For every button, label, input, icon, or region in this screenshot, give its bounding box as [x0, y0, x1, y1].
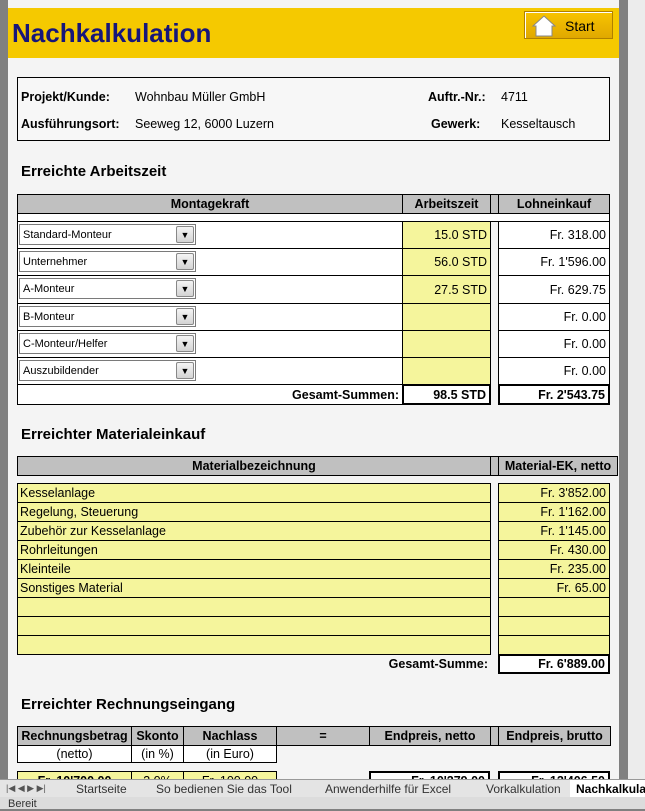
material-name-input[interactable]: Regelung, Steuerung: [17, 502, 491, 522]
header-rechnung-2: Nachlass: [183, 726, 277, 746]
nachlass-input[interactable]: Fr. 100.00: [183, 771, 277, 779]
subheader: (netto): [17, 745, 132, 763]
material-ek-input[interactable]: Fr. 65.00: [498, 578, 610, 598]
tab-anwenderhilfe[interactable]: Anwenderhilfe für Excel: [325, 781, 452, 796]
sheet-tabs: |◀ ◀ ▶ ▶| Startseite So bedienen Sie das…: [0, 779, 645, 797]
material-name-input[interactable]: Rohrleitungen: [17, 540, 491, 560]
status-bar: Bereit: [0, 797, 645, 810]
material-ek-input[interactable]: Fr. 430.00: [498, 540, 610, 560]
chevron-down-icon[interactable]: ▼: [176, 308, 194, 325]
total-label: Gesamt-Summen:: [17, 384, 403, 405]
material-name-input[interactable]: Zubehör zur Kesselanlage: [17, 521, 491, 541]
skonto-input[interactable]: 3.0%: [131, 771, 184, 779]
header-rechnung-4: Endpreis, netto: [369, 726, 491, 746]
arbeitszeit-input[interactable]: 56.0 STD: [402, 248, 491, 276]
montagekraft-dropdown[interactable]: C-Monteur/Helfer ▼: [19, 333, 196, 354]
project-info-box: Projekt/Kunde: Wohnbau Müller GmbH Ausfü…: [17, 77, 610, 141]
worksheet: Nachkalkulation Start Projekt/Kunde: Woh…: [8, 0, 619, 779]
start-button[interactable]: Start: [524, 11, 613, 39]
chevron-down-icon[interactable]: ▼: [176, 253, 194, 270]
montagekraft-dropdown[interactable]: Auszubildender ▼: [19, 360, 196, 381]
material-name-input[interactable]: Kesselanlage: [17, 483, 491, 503]
chevron-down-icon[interactable]: ▼: [176, 335, 194, 352]
header-lohneinkauf: Lohneinkauf: [498, 194, 610, 214]
material-name-input[interactable]: [17, 635, 491, 655]
arbeitszeit-input[interactable]: [402, 330, 491, 358]
header-materialbezeichnung: Materialbezeichnung: [17, 456, 491, 476]
auftr-value: 4711: [501, 90, 528, 104]
dropdown-value: Auszubildender: [23, 364, 99, 377]
tab-bedienung[interactable]: So bedienen Sie das Tool: [156, 781, 292, 796]
section-heading: Erreichter Materialeinkauf: [21, 426, 206, 443]
section-heading: Erreichte Arbeitszeit: [21, 163, 167, 180]
montagekraft-dropdown[interactable]: Standard-Monteur ▼: [19, 224, 196, 245]
projekt-value: Wohnbau Müller GmbH: [135, 90, 266, 104]
tab-startseite[interactable]: Startseite: [76, 781, 127, 796]
header-band: [8, 8, 619, 58]
arbeitszeit-input[interactable]: 15.0 STD: [402, 221, 491, 249]
lohneinkauf-value: Fr. 318.00: [498, 221, 610, 249]
header-material-ek: Material-EK, netto: [498, 456, 618, 476]
total-lohneinkauf: Fr. 2'543.75: [498, 384, 610, 405]
material-ek-input[interactable]: Fr. 235.00: [498, 559, 610, 579]
chevron-down-icon[interactable]: ▼: [176, 226, 194, 243]
page-title: Nachkalkulation: [12, 18, 212, 48]
tab-vorkalkulation[interactable]: Vorkalkulation: [486, 781, 561, 796]
subheader: (in %): [131, 745, 184, 763]
arbeitszeit-input[interactable]: [402, 357, 491, 385]
dropdown-value: C-Monteur/Helfer: [23, 337, 108, 350]
header-rechnung-3: =: [276, 726, 370, 746]
tab-nav-arrows-icon[interactable]: |◀ ◀ ▶ ▶|: [6, 783, 46, 793]
tab-nachkalkulation[interactable]: Nachkalkulation: [570, 780, 645, 797]
header-arbeitszeit: Arbeitszeit: [402, 194, 491, 214]
dropdown-value: Standard-Monteur: [23, 228, 112, 241]
material-name-input[interactable]: Kleinteile: [17, 559, 491, 579]
gewerk-value: Kesseltausch: [501, 117, 576, 131]
material-ek-input[interactable]: [498, 597, 610, 617]
header-rechnung-6: Endpreis, brutto: [498, 726, 611, 746]
material-name-input[interactable]: [17, 597, 491, 617]
montagekraft-dropdown[interactable]: A-Monteur ▼: [19, 278, 196, 299]
material-ek-input[interactable]: [498, 616, 610, 636]
endpreis-netto: Fr. 10'279.00: [369, 771, 490, 779]
dropdown-value: A-Monteur: [23, 282, 75, 295]
material-name-input[interactable]: Sonstiges Material: [17, 578, 491, 598]
home-icon: [531, 15, 557, 37]
endpreis-brutto: Fr. 12'406.50: [498, 771, 610, 779]
header-rechnung-1: Skonto: [131, 726, 184, 746]
lohneinkauf-value: Fr. 0.00: [498, 330, 610, 358]
header-rechnung-0: Rechnungsbetrag: [17, 726, 132, 746]
chevron-down-icon[interactable]: ▼: [176, 362, 194, 379]
total-arbeitszeit: 98.5 STD: [402, 384, 491, 405]
ort-value: Seeweg 12, 6000 Luzern: [135, 117, 274, 131]
dropdown-value: Unternehmer: [23, 255, 88, 268]
chevron-down-icon[interactable]: ▼: [176, 280, 194, 297]
lohneinkauf-value: Fr. 1'596.00: [498, 248, 610, 276]
subheader: (in Euro): [183, 745, 277, 763]
total-label: Gesamt-Summe:: [388, 657, 488, 671]
lohneinkauf-value: Fr. 0.00: [498, 303, 610, 331]
total-material: Fr. 6'889.00: [498, 654, 610, 674]
section-heading: Erreichter Rechnungseingang: [21, 696, 236, 713]
lohneinkauf-value: Fr. 0.00: [498, 357, 610, 385]
material-name-input[interactable]: [17, 616, 491, 636]
dropdown-value: B-Monteur: [23, 310, 75, 323]
material-ek-input[interactable]: [498, 635, 610, 655]
arbeitszeit-input[interactable]: 27.5 STD: [402, 275, 491, 304]
arbeitszeit-input[interactable]: [402, 303, 491, 331]
material-ek-input[interactable]: Fr. 1'162.00: [498, 502, 610, 522]
vertical-scrollbar[interactable]: [628, 0, 645, 779]
montagekraft-dropdown[interactable]: B-Monteur ▼: [19, 306, 196, 327]
montagekraft-dropdown[interactable]: Unternehmer ▼: [19, 251, 196, 272]
material-ek-input[interactable]: Fr. 3'852.00: [498, 483, 610, 503]
header-montagekraft: Montagekraft: [17, 194, 403, 214]
material-ek-input[interactable]: Fr. 1'145.00: [498, 521, 610, 541]
rechnungsbetrag-input[interactable]: Fr. 10'700.00: [17, 771, 132, 779]
lohneinkauf-value: Fr. 629.75: [498, 275, 610, 304]
